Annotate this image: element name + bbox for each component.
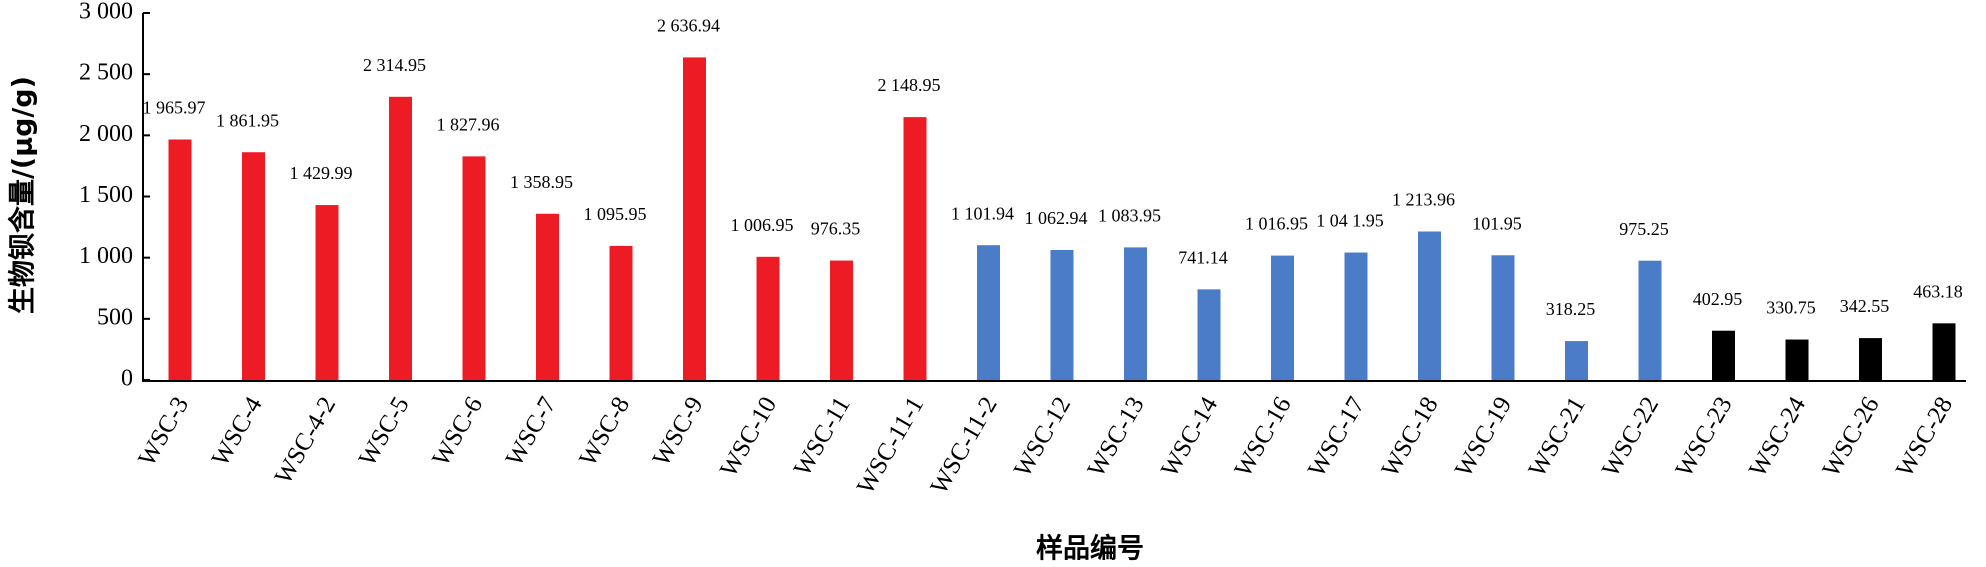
value-label: 1 965.97 — [143, 98, 206, 118]
value-label: 1 083.95 — [1098, 206, 1161, 226]
x-tick-label: WSC-3 — [133, 392, 194, 470]
bar — [609, 245, 633, 380]
x-tick-label: WSC-9 — [648, 392, 709, 470]
value-label: 2 636.94 — [657, 16, 720, 36]
x-tick-label: WSC-19 — [1450, 392, 1517, 481]
value-label: 2 314.95 — [363, 55, 426, 75]
value-label: 318.25 — [1546, 299, 1596, 319]
value-label: 1 358.95 — [510, 172, 573, 192]
bar — [536, 213, 559, 380]
value-label: 342.55 — [1840, 296, 1890, 316]
x-axis-title: 样品编号 — [1036, 533, 1144, 565]
x-tick-label: WSC-24 — [1744, 392, 1811, 482]
value-label: 975.25 — [1619, 219, 1669, 239]
value-label: 1 101.94 — [951, 203, 1014, 223]
x-tick-label: WSC-11-2 — [926, 392, 1003, 499]
bar — [1859, 338, 1882, 380]
bar — [168, 139, 192, 380]
bar — [1344, 252, 1368, 380]
y-tick-label: 2 000 — [79, 121, 133, 147]
y-tick-label: 1 500 — [79, 182, 133, 208]
bar — [1785, 339, 1809, 380]
value-label: 1 827.96 — [437, 115, 500, 135]
value-label: 402.95 — [1693, 289, 1743, 309]
value-label: 463.18 — [1913, 281, 1963, 301]
bar — [1418, 231, 1441, 380]
y-tick-label: 500 — [97, 304, 133, 330]
y-axis-title: 生物钡含量/(μg/g) — [7, 76, 39, 314]
bar — [315, 205, 339, 380]
y-tick-label: 1 000 — [79, 243, 133, 269]
value-label: 1 04 1.95 — [1316, 211, 1384, 231]
bar — [1565, 341, 1588, 380]
y-tick-label: 0 — [121, 366, 133, 392]
bar — [1638, 260, 1662, 380]
value-label: 1 062.94 — [1025, 208, 1088, 228]
x-tick-label: WSC-5 — [354, 392, 415, 470]
x-tick-label: WSC-17 — [1303, 392, 1370, 481]
bar — [756, 256, 780, 380]
value-label: 1 213.96 — [1392, 190, 1455, 210]
x-tick-label: WSC-10 — [715, 392, 782, 481]
x-tick-label: WSC-14 — [1156, 392, 1223, 482]
value-label: 741.14 — [1178, 247, 1228, 267]
y-tick-label: 2 500 — [79, 60, 133, 86]
x-tick-label: WSC-11-1 — [852, 392, 929, 499]
x-tick-label: WSC-26 — [1818, 392, 1885, 481]
x-tick-label: WSC-8 — [574, 392, 635, 470]
bar — [242, 152, 265, 380]
value-label: 976.35 — [811, 219, 861, 239]
x-tick-label: WSC-12 — [1009, 392, 1076, 481]
bar — [462, 156, 486, 380]
value-label: 1 429.99 — [290, 163, 353, 183]
x-tick-label: WSC-7 — [501, 392, 562, 470]
x-tick-label: WSC-21 — [1524, 392, 1591, 481]
x-tick-label: WSC-6 — [427, 392, 488, 470]
x-tick-label: WSC-22 — [1597, 392, 1664, 481]
bar — [1271, 255, 1294, 380]
x-tick-label: WSC-4 — [207, 392, 268, 471]
value-label: 330.75 — [1766, 298, 1816, 318]
y-tick-label: 3 000 — [79, 0, 133, 25]
bar — [1712, 330, 1735, 380]
value-label: 101.95 — [1472, 213, 1522, 233]
x-tick-label: WSC-16 — [1230, 392, 1297, 481]
bar — [1932, 323, 1956, 380]
value-label: 1 861.95 — [216, 110, 279, 130]
x-tick-label: WSC-18 — [1377, 392, 1444, 481]
bar — [903, 117, 927, 380]
value-label: 1 095.95 — [584, 204, 647, 224]
value-label: 2 148.95 — [878, 75, 941, 95]
value-label: 1 016.95 — [1245, 214, 1308, 234]
bar — [1197, 289, 1221, 380]
bar — [1050, 249, 1074, 380]
bar — [1491, 255, 1515, 380]
bar — [389, 96, 412, 381]
bar — [1124, 247, 1147, 380]
bar — [977, 245, 1000, 380]
bar — [683, 57, 706, 381]
x-tick-label: WSC-11 — [789, 392, 856, 480]
x-tick-label: WSC-13 — [1083, 392, 1150, 481]
x-tick-label: WSC-23 — [1671, 392, 1738, 481]
x-tick-label: WSC-28 — [1891, 392, 1958, 481]
bar — [830, 260, 853, 380]
x-tick-label: WSC-4-2 — [270, 392, 341, 488]
value-label: 1 006.95 — [731, 215, 794, 235]
